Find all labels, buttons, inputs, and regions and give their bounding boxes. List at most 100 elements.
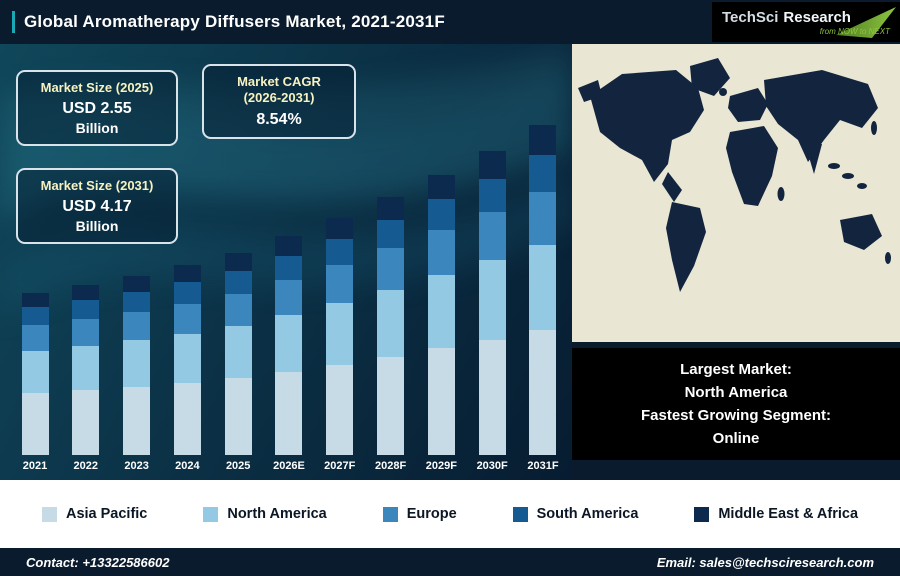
bar-column: 2022 bbox=[65, 284, 107, 474]
bar-segment bbox=[72, 299, 100, 319]
bar-segment bbox=[427, 275, 455, 349]
bar-segment bbox=[427, 174, 455, 200]
bar-segment bbox=[326, 303, 354, 365]
bar-segment bbox=[224, 378, 252, 455]
bar-segment bbox=[529, 330, 557, 455]
card-value: USD 4.17 bbox=[62, 198, 132, 216]
footer-contact: Contact: +13322586602 bbox=[26, 554, 170, 570]
bar-segment bbox=[123, 311, 151, 341]
bar-column: 2021 bbox=[14, 292, 56, 474]
bar-stack bbox=[123, 276, 151, 455]
bar-segment bbox=[21, 351, 49, 394]
bar-column: 2029F bbox=[420, 174, 462, 474]
page-title: Global Aromatherapy Diffusers Market, 20… bbox=[24, 12, 445, 31]
card-value: USD 2.55 bbox=[62, 100, 132, 118]
x-axis-label: 2027F bbox=[324, 460, 356, 472]
legend: Asia Pacific North America Europe South Ame… bbox=[0, 480, 900, 548]
x-axis-label: 2026E bbox=[273, 460, 305, 472]
title-accent-bar bbox=[12, 11, 15, 33]
footer: Contact: +13322586602 Email: sales@techs… bbox=[0, 548, 900, 576]
bar-segment bbox=[377, 248, 405, 290]
bar-segment bbox=[72, 345, 100, 391]
x-axis-label: 2029F bbox=[425, 460, 457, 472]
bar-segment bbox=[224, 271, 252, 294]
bar-segment bbox=[224, 253, 252, 272]
x-axis-label: 2028F bbox=[374, 460, 407, 472]
bar-segment bbox=[173, 282, 201, 304]
bar-stack bbox=[173, 265, 201, 455]
bar-segment bbox=[173, 383, 201, 455]
x-axis-label: 2023 bbox=[124, 460, 149, 472]
bar-segment bbox=[326, 239, 354, 266]
card-value: 8.54% bbox=[256, 110, 302, 128]
bar-column: 2027F bbox=[319, 217, 361, 474]
bar-segment bbox=[123, 340, 151, 387]
bar-segment bbox=[21, 292, 49, 308]
bar-segment bbox=[275, 256, 303, 281]
bar-stack bbox=[478, 151, 506, 455]
card-label: Market CAGR bbox=[237, 74, 321, 89]
legend-item: Middle East & Africa bbox=[694, 506, 858, 522]
bars-area: 2021 2022 2023 2024 2025 2026E 2027F 2028F 2029F… bbox=[14, 108, 564, 474]
bar-segment bbox=[478, 260, 506, 340]
bar-segment bbox=[275, 371, 303, 455]
bar-segment bbox=[72, 390, 100, 455]
legend-swatch bbox=[694, 506, 710, 522]
bar-segment bbox=[224, 293, 252, 327]
bar-segment bbox=[529, 125, 557, 156]
bar-segment bbox=[275, 314, 303, 372]
bar-segment bbox=[173, 265, 201, 283]
card-label: (2026-2031) bbox=[243, 90, 315, 106]
bar-stack bbox=[326, 217, 354, 455]
legend-swatch bbox=[41, 506, 57, 522]
bar-segment bbox=[427, 230, 455, 276]
bar-segment bbox=[123, 276, 151, 292]
techsci-logo: TechSci Research from NOW to NEXT bbox=[712, 2, 900, 42]
bar-column: 2030F bbox=[471, 151, 513, 474]
title-wrap: Global Aromatherapy Diffusers Market, 20… bbox=[0, 11, 445, 33]
logo-brand-2: Research bbox=[783, 8, 851, 26]
legend-item: Europe bbox=[382, 506, 457, 522]
x-axis-label: 2031F bbox=[527, 460, 559, 472]
x-axis-label: 2030F bbox=[476, 460, 508, 472]
card-market-size-2031: Market Size (2031) USD 4.17 Billion bbox=[16, 168, 178, 245]
x-axis-label: 2024 bbox=[175, 460, 200, 472]
card-unit: Billion bbox=[75, 120, 119, 137]
legend-label: Europe bbox=[406, 506, 457, 522]
bar-segment bbox=[427, 199, 455, 231]
logo-arrow-icon bbox=[836, 7, 896, 38]
footer-email: Email: sales@techsciresearch.com bbox=[656, 554, 874, 570]
bar-segment bbox=[478, 212, 506, 261]
bar-segment bbox=[21, 307, 49, 326]
bar-segment bbox=[123, 291, 151, 312]
logo-text: TechSci Research bbox=[722, 9, 890, 26]
legend-item: Asia Pacific bbox=[41, 506, 148, 522]
legend-label: Asia Pacific bbox=[65, 506, 148, 522]
bar-segment bbox=[326, 364, 354, 455]
bar-segment bbox=[377, 289, 405, 357]
logo-brand-1: TechSci bbox=[722, 8, 779, 26]
bar-stack bbox=[427, 174, 455, 455]
legend-label: South America bbox=[536, 506, 639, 522]
bar-column: 2023 bbox=[116, 276, 158, 474]
largest-market-value: North America bbox=[684, 383, 788, 401]
fastest-segment-value: Online bbox=[712, 430, 760, 448]
bar-segment bbox=[478, 178, 506, 213]
bar-segment bbox=[173, 303, 201, 334]
fastest-segment-label: Fastest Growing Segment: bbox=[640, 407, 832, 424]
legend-swatch bbox=[512, 506, 528, 522]
bar-stack bbox=[21, 292, 49, 455]
legend-label: Middle East & Africa bbox=[718, 506, 859, 522]
bar-column: 2031F bbox=[522, 125, 564, 474]
chart-panel: Market Size (2025) USD 2.55 Billion Mark… bbox=[0, 44, 572, 480]
x-axis-label: 2025 bbox=[225, 460, 251, 472]
header: Global Aromatherapy Diffusers Market, 20… bbox=[0, 0, 900, 44]
bar-segment bbox=[72, 284, 100, 300]
card-unit: Billion bbox=[75, 218, 119, 235]
bar-segment bbox=[326, 217, 354, 240]
card-market-cagr: Market CAGR (2026-2031) 8.54% bbox=[202, 64, 356, 139]
x-axis-label: 2021 bbox=[22, 460, 48, 472]
bar-segment bbox=[427, 348, 455, 455]
bar-segment bbox=[224, 326, 252, 379]
legend-swatch bbox=[382, 506, 398, 522]
